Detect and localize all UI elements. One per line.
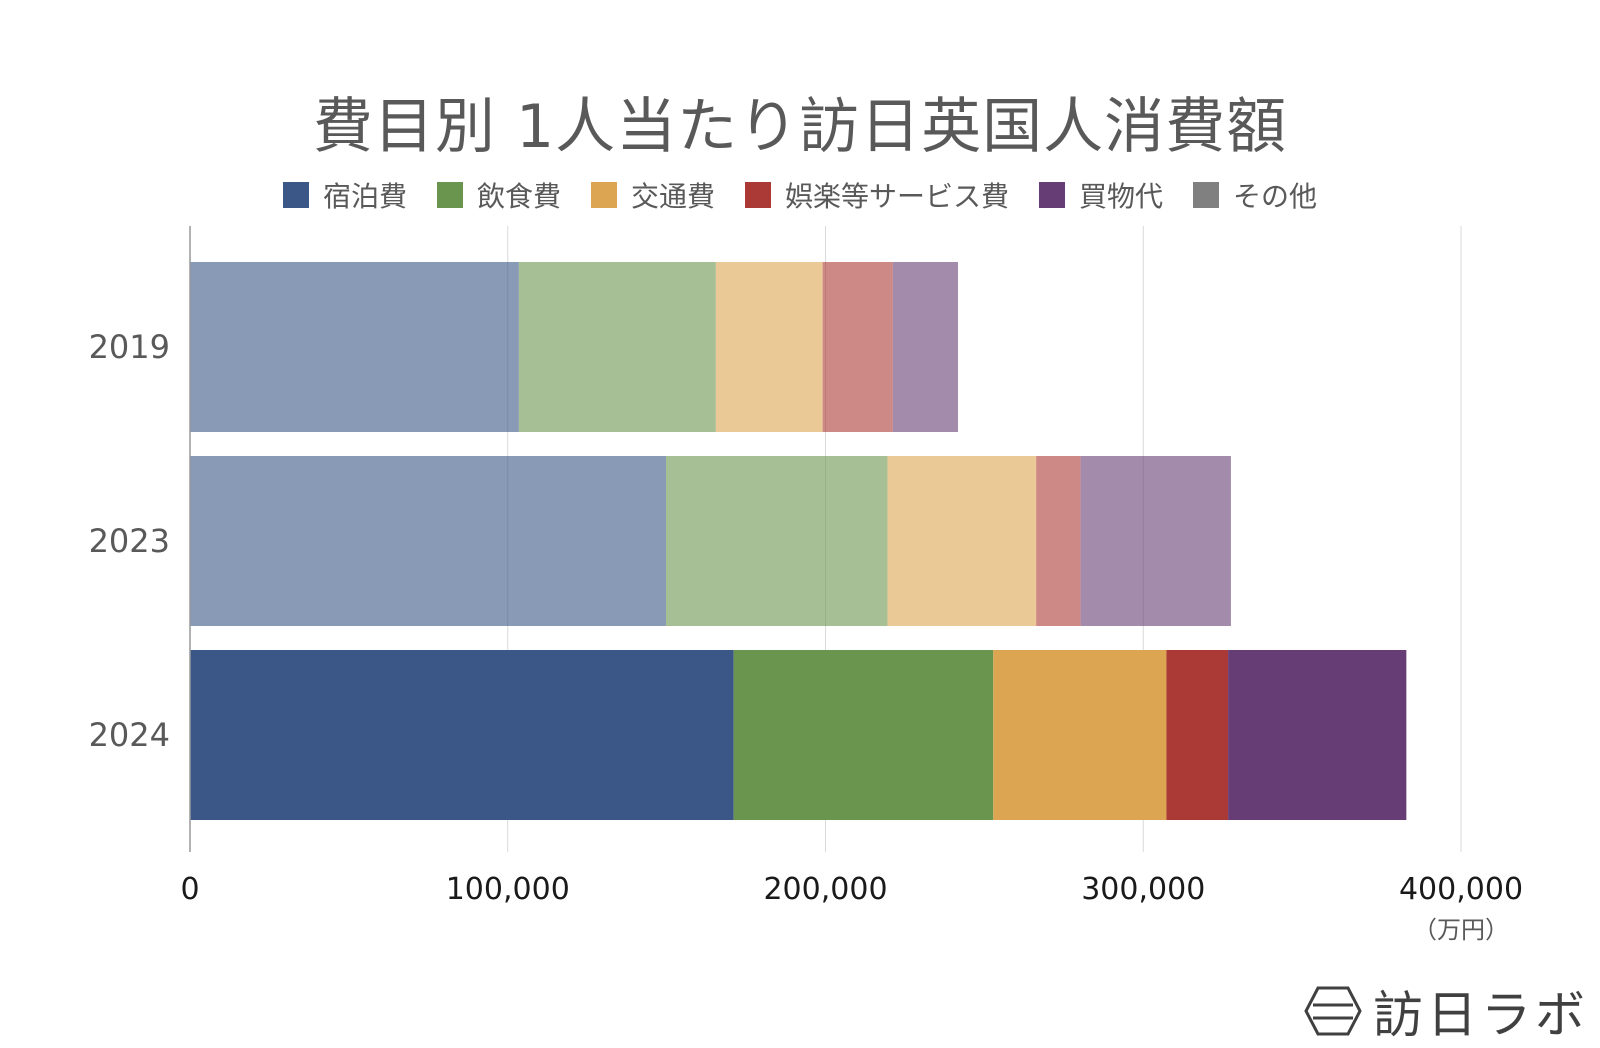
- category-label: 2024: [89, 716, 170, 754]
- bar-segment: [518, 262, 716, 432]
- category-label: 2023: [89, 522, 170, 560]
- legend-swatch: [590, 182, 617, 208]
- bar-segment: [665, 456, 888, 626]
- legend-item: 買物代: [1039, 175, 1163, 215]
- legend-label: その他: [1233, 180, 1318, 213]
- x-tick-label: 100,000: [446, 872, 570, 907]
- bar-segment: [715, 262, 823, 432]
- bar-segment: [892, 262, 959, 432]
- x-tick-label: 300,000: [1081, 872, 1205, 907]
- category-label: 2019: [89, 328, 170, 366]
- legend-swatch: [436, 182, 463, 208]
- bar-segment: [1080, 456, 1231, 626]
- legend-label: 飲食費: [476, 180, 561, 213]
- legend-item: 交通費: [590, 175, 715, 215]
- bar-segment: [1228, 650, 1407, 820]
- legend: 宿泊費 飲食費 交通費 娯楽等サービス費 買物代 その他: [0, 175, 1600, 215]
- chart-title: 費目別 1人当たり訪日英国人消費額: [312, 92, 1288, 162]
- bar-segment: [993, 650, 1167, 820]
- legend-label: 交通費: [630, 180, 715, 213]
- legend-swatch: [1039, 182, 1066, 208]
- bar-segment: [733, 650, 994, 820]
- bar-segment: [1166, 650, 1229, 820]
- brand-logo: 訪日ラボ: [1303, 975, 1589, 1047]
- x-tick-label: 0: [180, 872, 199, 907]
- legend-item: 飲食費: [436, 175, 561, 215]
- legend-label: 買物代: [1079, 180, 1164, 213]
- hexagon-logo-icon: [1304, 986, 1362, 1036]
- x-tick-label: 200,000: [763, 872, 887, 907]
- legend-swatch: [1193, 182, 1220, 208]
- legend-label: 娯楽等サービス費: [785, 180, 1010, 213]
- bar-segment: [190, 262, 519, 432]
- x-axis-unit-label: （万円）: [1413, 916, 1509, 944]
- x-tick-label: 400,000: [1399, 872, 1523, 907]
- legend-item: その他: [1193, 175, 1317, 215]
- bar-segment: [887, 456, 1037, 626]
- legend-item: 宿泊費: [282, 175, 407, 215]
- bar-segment: [1036, 456, 1081, 626]
- bar-segment: [190, 456, 666, 626]
- brand-name: 訪日ラボ: [1373, 986, 1589, 1044]
- legend-swatch: [282, 182, 309, 208]
- bar-segment: [822, 262, 893, 432]
- bar-segment: [190, 650, 734, 820]
- legend-swatch: [745, 182, 771, 208]
- legend-item: 娯楽等サービス費: [745, 175, 1009, 215]
- legend-label: 宿泊費: [322, 180, 407, 213]
